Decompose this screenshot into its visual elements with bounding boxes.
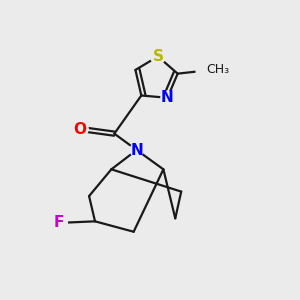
Text: N: N [161, 90, 174, 105]
Text: N: N [130, 142, 143, 158]
Text: CH₃: CH₃ [206, 63, 229, 76]
Text: O: O [74, 122, 87, 137]
Circle shape [54, 216, 68, 230]
Circle shape [196, 62, 213, 79]
Text: F: F [53, 215, 64, 230]
Circle shape [151, 49, 165, 64]
Circle shape [130, 143, 143, 157]
Circle shape [75, 123, 88, 136]
Text: S: S [152, 49, 164, 64]
Circle shape [161, 91, 174, 104]
